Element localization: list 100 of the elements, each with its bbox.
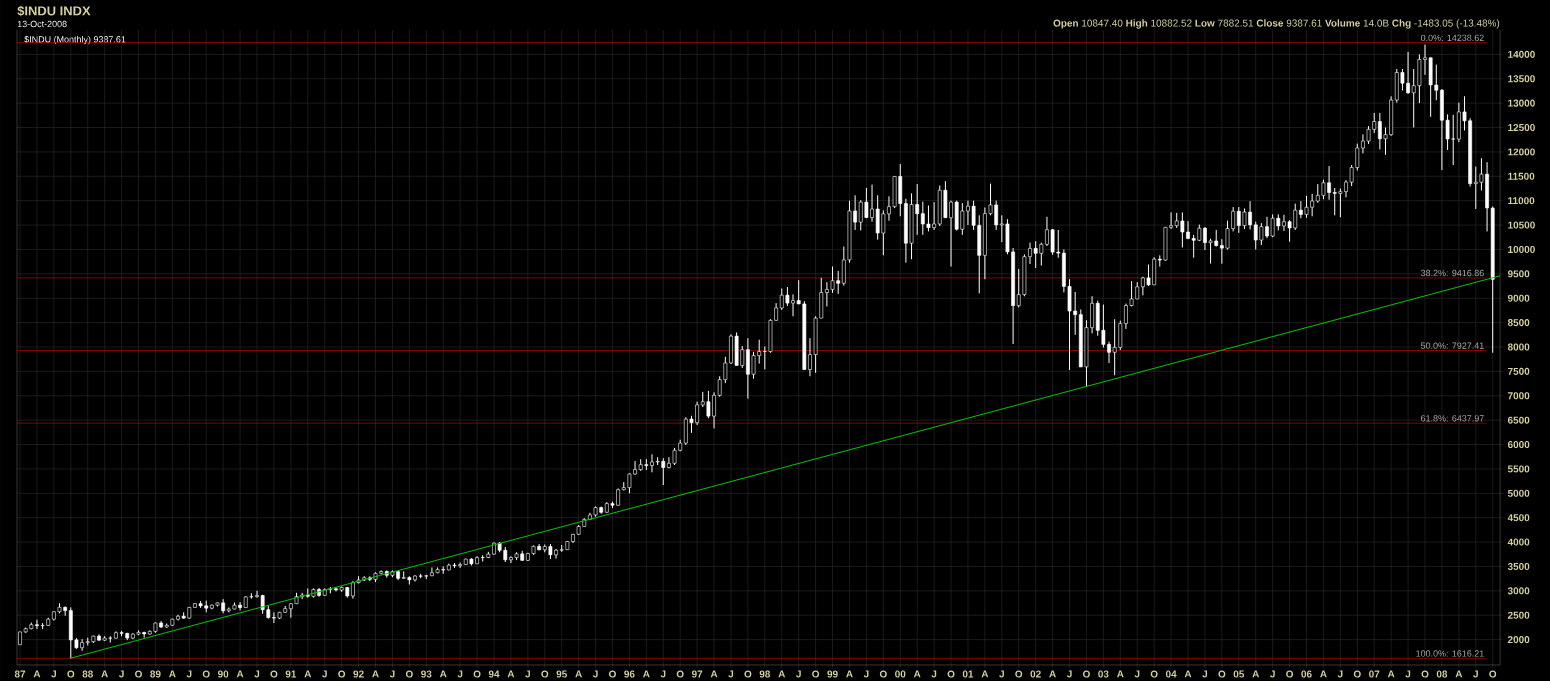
x-tick-label: O [744,670,752,678]
x-tick-label: A [1387,670,1395,678]
y-tick-label: 11000 [1508,197,1535,205]
x-tick-label: O [947,670,955,678]
x-tick-label: O [1421,670,1429,678]
x-tick-label: 03 [1098,670,1109,678]
x-tick-label: J [1134,670,1140,678]
x-tick-label: J [1337,670,1343,678]
x-tick-label: O [879,670,887,678]
x-tick-label: O [676,670,684,678]
text: Open 10847.40 High 10882.52 Low 7882.51 Close 9387.61 Volume 14.0B Chg -1483.05 (-13.48%) [1053,19,1500,29]
x-tick-label: O [1353,670,1361,678]
x-tick-label: A [1184,670,1192,678]
x-tick-label: O [541,670,549,678]
x-tick-label: J [186,670,192,678]
y-tick-label: 4000 [1507,538,1530,546]
y-tick-label: 13000 [1508,99,1535,107]
y-tick-label: 5500 [1507,465,1530,473]
x-tick-label: A [846,670,853,678]
y-tick-label: 9000 [1507,294,1530,302]
chart-subtitle: 13-Oct-2008 [17,20,67,28]
chart-title: $INDU INDX [17,5,91,17]
x-tick-label: 89 [150,670,161,678]
x-tick-label: J [389,670,395,678]
x-tick-label: O [338,670,346,678]
x-tick-label: A [304,670,312,678]
x-tick-label: O [1286,670,1294,678]
y-tick-label: 3500 [1507,562,1530,570]
x-tick-label: A [169,670,176,678]
x-tick-label: O [812,670,820,678]
x-tick-label: 97 [691,670,703,678]
x-tick-label: 94 [488,670,500,678]
x-tick-label: A [642,670,650,678]
x-tick-label: J [1405,670,1411,678]
x-tick-label: O [202,670,210,678]
y-tick-label: 14000 [1508,50,1535,58]
ref-line-label: 38.2%: 9416.86 [1420,269,1484,277]
x-tick-label: A [33,670,41,678]
y-tick-label: 12500 [1508,124,1535,132]
ref-line-label: 50.0%: 7927.41 [1420,342,1484,349]
x-tick-label: A [507,670,515,678]
x-tick-label: O [67,670,75,678]
x-tick-label: O [405,670,413,678]
ref-line-label: 0.0%: 14238.62 [1420,34,1484,42]
x-tick-label: O [135,670,142,678]
x-tick-label: O [1015,670,1023,678]
x-tick-label: O [609,670,616,678]
x-tick-label: A [913,670,921,678]
annotation: $INDU (Monthly) 9387.61 [24,35,126,45]
x-tick-label: 95 [556,670,567,678]
x-tick-label: J [1473,670,1478,678]
x-tick-label: O [1082,670,1090,678]
x-tick-label: J [931,670,937,678]
y-tick-label: 2000 [1507,636,1530,644]
x-tick-label: J [1202,670,1208,678]
x-tick-label: J [457,670,463,678]
x-tick-label: A [710,670,718,678]
y-tick-label: 8000 [1507,343,1530,351]
y-tick-label: 4500 [1507,514,1530,522]
y-tick-label: 7500 [1507,367,1530,375]
x-tick-label: A [1320,670,1327,678]
y-tick-label: 11500 [1508,172,1535,180]
y-tick-label: 5000 [1507,489,1530,497]
x-tick-label: O [473,670,481,678]
y-tick-label: 12000 [1508,148,1535,156]
x-tick-label: J [660,670,666,678]
x-tick-label: A [101,670,108,678]
x-tick-label: A [1252,670,1260,678]
x-tick-label: 06 [1301,670,1312,678]
x-tick-label: A [981,670,989,678]
x-tick-label: J [118,670,124,678]
y-tick-label: 10500 [1508,221,1535,229]
x-tick-label: 96 [624,670,635,678]
x-tick-label: 00 [895,670,906,678]
y-tick-label: 6500 [1507,416,1530,424]
x-tick-label: 05 [1233,670,1245,678]
x-tick-label: 91 [285,670,297,678]
x-tick-label: O [1150,670,1158,678]
x-tick-label: 02 [1030,670,1041,678]
y-tick-label: 3000 [1507,587,1530,595]
ref-line-label: 61.8%: 6437.97 [1421,415,1484,422]
x-tick-label: A [1455,670,1463,678]
x-tick-label: J [525,670,530,678]
x-tick-label: 90 [217,670,229,678]
x-tick-label: 08 [1436,670,1448,678]
x-tick-label: O [270,670,278,678]
x-tick-label: A [372,670,379,678]
x-tick-label: J [728,670,734,678]
y-tick-label: 6000 [1507,441,1530,449]
y-tick-label: 2500 [1507,611,1530,619]
y-tick-label: 7000 [1507,392,1530,400]
x-tick-label: J [322,670,327,678]
x-tick-label: J [51,670,56,678]
x-tick-label: J [1270,670,1275,678]
x-tick-label: 88 [82,670,93,678]
x-tick-label: 04 [1165,670,1177,678]
x-tick-label: J [999,670,1004,678]
ref-line-label: 100.0%: 1616.21 [1416,650,1484,657]
y-tick-label: 8500 [1507,319,1530,327]
y-tick-label: 13500 [1508,75,1535,83]
